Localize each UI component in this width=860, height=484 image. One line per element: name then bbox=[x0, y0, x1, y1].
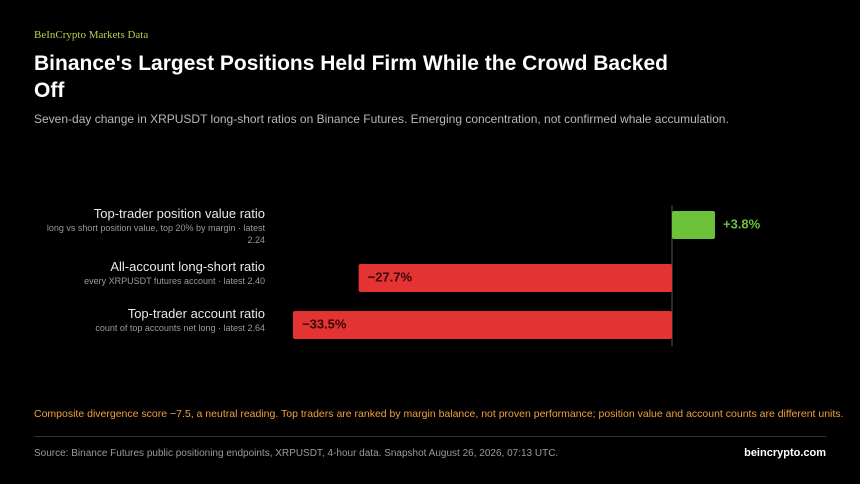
bar bbox=[293, 311, 672, 339]
category-label-group: Top-trader account ratio count of top acc… bbox=[30, 306, 265, 334]
category-description: count of top accounts net long · latest … bbox=[95, 323, 265, 333]
plot: +3.8% −27.7% −33.5% bbox=[293, 205, 761, 346]
value-label: +3.8% bbox=[723, 216, 761, 231]
source: Source: Binance Futures public positioni… bbox=[34, 448, 559, 459]
brand: BeInCrypto Markets Data bbox=[34, 29, 149, 41]
chart-title: Binance's Largest Positions Held Firm Wh… bbox=[34, 52, 668, 102]
category-label: Top-trader position value ratio bbox=[93, 206, 265, 221]
value-label: −27.7% bbox=[368, 269, 413, 284]
divider bbox=[34, 436, 826, 437]
category-label-group: All-account long-short ratio every XRPUSD… bbox=[30, 259, 265, 287]
category-label: All-account long-short ratio bbox=[110, 259, 265, 274]
site-name: beincrypto.com bbox=[744, 447, 826, 459]
category-description: long vs short position value, top 20% by… bbox=[46, 223, 265, 245]
bar bbox=[672, 211, 715, 239]
value-label: −33.5% bbox=[302, 316, 347, 331]
chart-subtitle: Seven-day change in XRPUSDT long-short r… bbox=[34, 112, 729, 126]
category-description: every XRPUSDT futures account · latest 2… bbox=[84, 276, 265, 286]
bar bbox=[358, 264, 672, 292]
category-label: Top-trader account ratio bbox=[127, 306, 265, 321]
footnote: Composite divergence score −7.5, a neutr… bbox=[34, 408, 844, 420]
category-label-group: Top-trader position value ratio long vs s… bbox=[30, 206, 265, 246]
